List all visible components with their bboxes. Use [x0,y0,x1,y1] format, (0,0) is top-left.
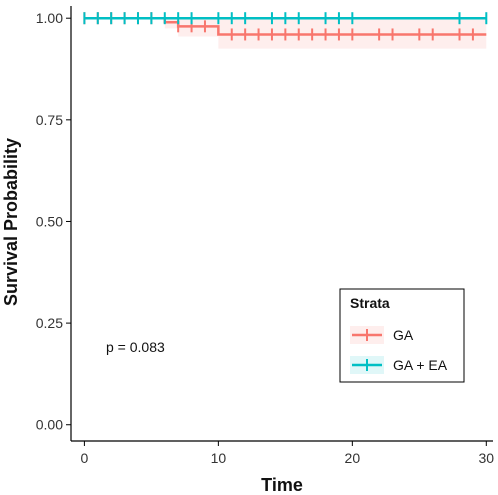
censor-marks [83,12,488,41]
legend-label-gaea: GA + EA [393,357,448,373]
y-tick-label: 1.00 [36,10,63,26]
x-tick-label: 0 [80,450,88,466]
y-tick-label: 0.50 [36,213,63,229]
y-tick-label: 0.25 [36,315,63,331]
x-axis-title: Time [261,475,303,495]
legend-title: Strata [350,295,390,311]
legend: Strata GA GA + EA [339,288,465,383]
y-tick-label: 0.00 [36,417,63,433]
x-tick-label: 20 [345,450,361,466]
y-axis-title: Survival Probability [1,138,21,306]
x-tick-label: 30 [479,450,495,466]
y-tick-label: 0.75 [36,112,63,128]
p-value-annotation: p = 0.083 [106,339,165,355]
legend-label-ga: GA [393,327,414,343]
x-tick-label: 10 [211,450,227,466]
axis-ticks: 0 10 20 30 0.00 0.25 0.50 0.75 1.00 [36,10,495,466]
